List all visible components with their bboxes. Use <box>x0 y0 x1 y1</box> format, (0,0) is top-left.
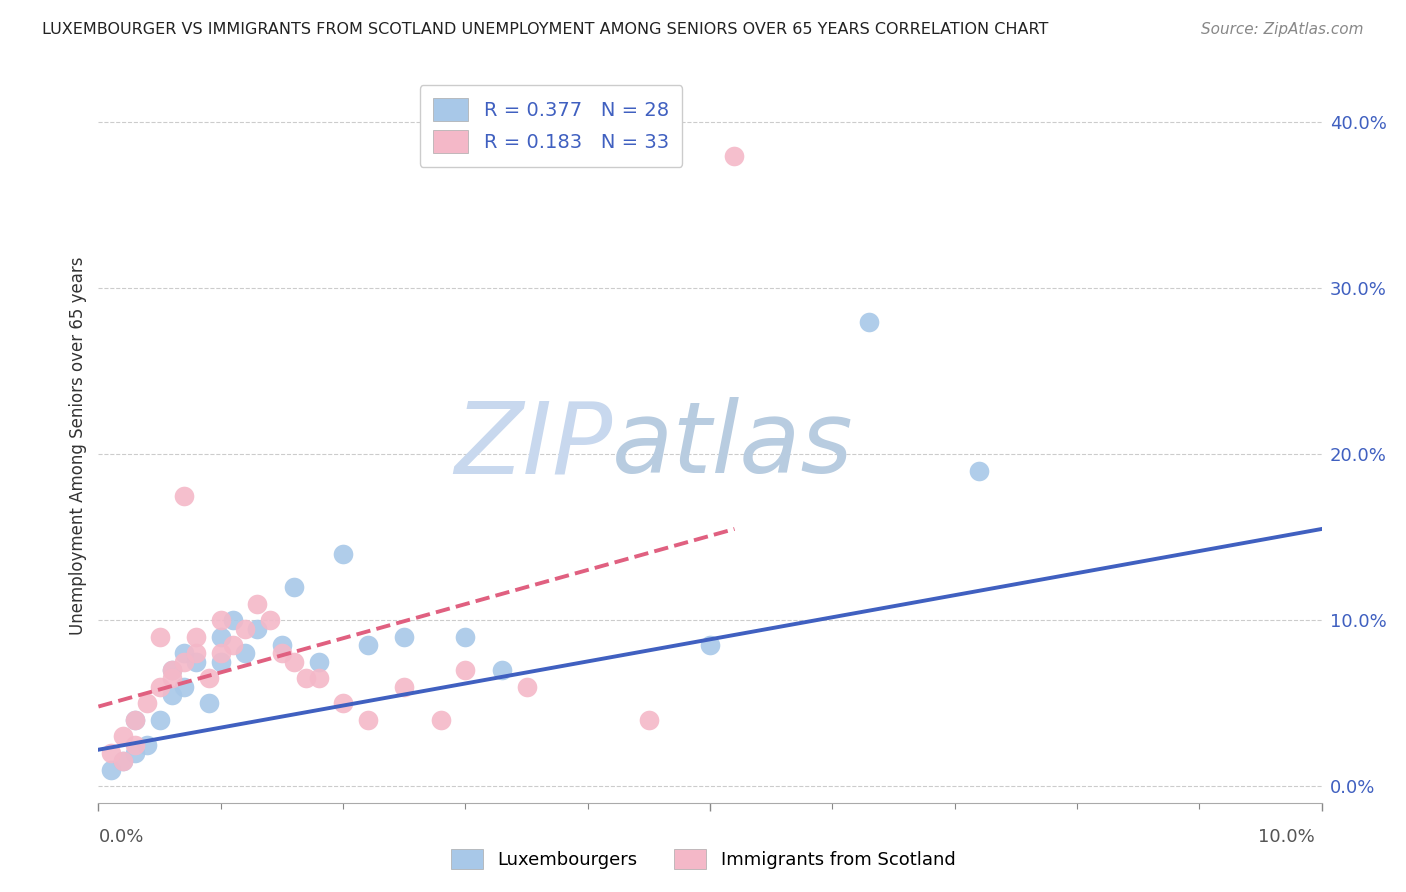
Point <box>491 663 513 677</box>
Point <box>222 613 245 627</box>
Point <box>516 680 538 694</box>
Point <box>392 630 416 644</box>
Point <box>209 655 232 669</box>
Point <box>173 647 195 661</box>
Point <box>197 696 219 710</box>
Point <box>209 613 232 627</box>
Point <box>858 314 880 328</box>
Y-axis label: Unemployment Among Seniors over 65 years: Unemployment Among Seniors over 65 years <box>69 257 87 635</box>
Point <box>173 655 195 669</box>
Point <box>111 730 134 744</box>
Point <box>356 713 378 727</box>
Point <box>222 638 245 652</box>
Text: 10.0%: 10.0% <box>1258 828 1315 846</box>
Point <box>124 738 146 752</box>
Point <box>100 763 122 777</box>
Point <box>295 671 318 685</box>
Point <box>246 597 269 611</box>
Point <box>124 713 146 727</box>
Point <box>111 754 134 768</box>
Point <box>124 746 146 760</box>
Point <box>149 680 172 694</box>
Point <box>111 754 134 768</box>
Point <box>173 680 195 694</box>
Text: atlas: atlas <box>612 398 853 494</box>
Point <box>967 464 990 478</box>
Point <box>270 638 292 652</box>
Point <box>136 738 159 752</box>
Point <box>699 638 721 652</box>
Point <box>186 647 208 661</box>
Point <box>356 638 378 652</box>
Legend: R = 0.377   N = 28, R = 0.183   N = 33: R = 0.377 N = 28, R = 0.183 N = 33 <box>419 85 682 167</box>
Point <box>454 630 477 644</box>
Point <box>270 647 292 661</box>
Point <box>246 622 269 636</box>
Point <box>160 688 183 702</box>
Text: 0.0%: 0.0% <box>98 828 143 846</box>
Point <box>160 663 183 677</box>
Point <box>332 547 354 561</box>
Point <box>454 663 477 677</box>
Point <box>124 713 146 727</box>
Point <box>430 713 453 727</box>
Point <box>233 622 256 636</box>
Legend: Luxembourgers, Immigrants from Scotland: Luxembourgers, Immigrants from Scotland <box>441 839 965 879</box>
Point <box>173 489 195 503</box>
Point <box>160 671 183 685</box>
Point <box>186 655 208 669</box>
Point <box>259 613 281 627</box>
Point <box>723 148 745 162</box>
Point <box>186 630 208 644</box>
Point <box>160 663 183 677</box>
Point <box>283 580 305 594</box>
Text: LUXEMBOURGER VS IMMIGRANTS FROM SCOTLAND UNEMPLOYMENT AMONG SENIORS OVER 65 YEAR: LUXEMBOURGER VS IMMIGRANTS FROM SCOTLAND… <box>42 22 1049 37</box>
Point <box>100 746 122 760</box>
Text: Source: ZipAtlas.com: Source: ZipAtlas.com <box>1201 22 1364 37</box>
Point <box>283 655 305 669</box>
Point <box>136 696 159 710</box>
Point <box>332 696 354 710</box>
Point <box>209 647 232 661</box>
Point <box>209 630 232 644</box>
Point <box>637 713 661 727</box>
Text: ZIP: ZIP <box>454 398 612 494</box>
Point <box>149 713 172 727</box>
Point <box>233 647 256 661</box>
Point <box>392 680 416 694</box>
Point <box>308 655 330 669</box>
Point <box>308 671 330 685</box>
Point <box>149 630 172 644</box>
Point <box>197 671 219 685</box>
